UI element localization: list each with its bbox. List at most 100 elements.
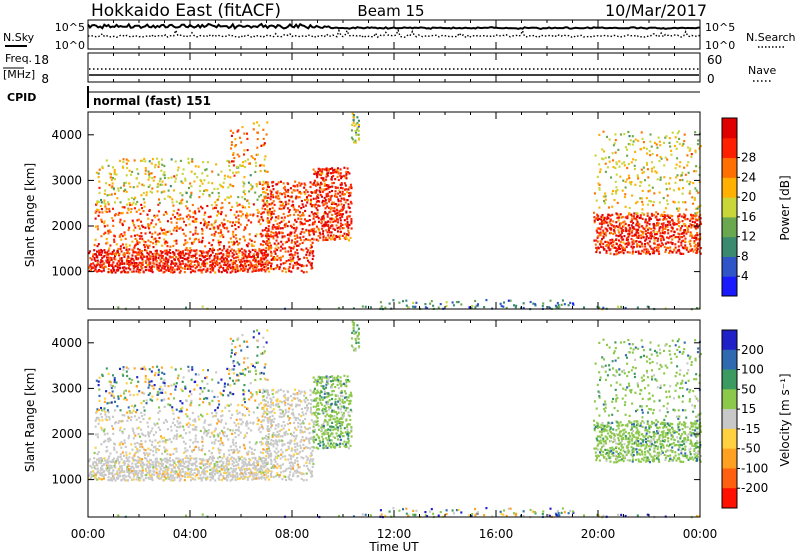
power-echo xyxy=(640,253,642,255)
power-echo xyxy=(337,176,339,178)
power-echo xyxy=(678,225,680,227)
power-echo xyxy=(210,254,212,256)
power-echo xyxy=(667,195,669,197)
power-echo xyxy=(694,221,696,223)
power-echo xyxy=(189,182,191,184)
power-echo xyxy=(613,144,615,146)
power-echo xyxy=(300,239,302,241)
power-echo xyxy=(145,173,147,175)
power-echo xyxy=(134,197,136,199)
power-echo xyxy=(676,141,678,143)
velocity-echo xyxy=(111,465,113,467)
power-echo xyxy=(607,166,609,168)
power-echo xyxy=(625,206,627,208)
power-echo xyxy=(605,195,607,197)
power-echo xyxy=(659,235,661,237)
power-echo xyxy=(276,240,278,242)
power-echo xyxy=(564,303,566,305)
power-echo xyxy=(171,176,173,178)
power-echo xyxy=(174,240,176,242)
power-echo xyxy=(120,245,122,247)
velocity-echo xyxy=(155,451,157,453)
power-echo xyxy=(299,196,301,198)
power-echo xyxy=(327,184,329,186)
velocity-echo xyxy=(137,381,139,383)
power-echo xyxy=(186,192,188,194)
power-echo xyxy=(114,258,116,260)
velocity-echo xyxy=(113,449,115,451)
velocity-echo xyxy=(172,464,174,466)
power-echo xyxy=(612,152,614,154)
velocity-echo xyxy=(122,414,124,416)
velocity-echo xyxy=(131,470,133,472)
power-echo xyxy=(219,224,221,226)
power-echo xyxy=(155,164,157,166)
power-echo xyxy=(262,200,264,202)
velocity-echo xyxy=(141,446,143,448)
power-echo xyxy=(334,169,336,171)
velocity-echo xyxy=(208,429,210,431)
power-echo xyxy=(277,242,279,244)
velocity-echo xyxy=(215,415,217,417)
power-echo xyxy=(513,304,515,306)
power-echo xyxy=(175,240,177,242)
power-echo xyxy=(335,220,337,222)
power-echo xyxy=(335,190,337,192)
power-echo xyxy=(186,264,188,266)
power-echo xyxy=(319,190,321,192)
power-echo xyxy=(615,152,617,154)
power-echo xyxy=(303,239,305,241)
power-echo xyxy=(646,152,648,154)
velocity-echo xyxy=(135,411,137,413)
power-echo xyxy=(656,172,658,174)
velocity-echo xyxy=(214,473,216,475)
power-echo xyxy=(618,214,620,216)
power-echo xyxy=(243,255,245,257)
power-echo xyxy=(164,174,166,176)
power-echo xyxy=(175,256,177,258)
power-echo xyxy=(633,243,635,245)
power-echo xyxy=(665,228,667,230)
velocity-echo xyxy=(149,453,151,455)
velocity-echo xyxy=(214,463,216,465)
power-echo xyxy=(259,261,261,263)
noise-tick-left-bottom: 10^0 xyxy=(55,39,85,52)
power-echo xyxy=(297,214,299,216)
velocity-echo xyxy=(128,472,130,474)
velocity-echo xyxy=(211,442,213,444)
power-echo xyxy=(167,231,169,233)
velocity-echo xyxy=(220,460,222,462)
power-echo xyxy=(325,199,327,201)
velocity-echo xyxy=(235,424,237,426)
power-echo xyxy=(131,204,133,206)
power-echo xyxy=(334,229,336,231)
power-echo xyxy=(180,160,182,162)
velocity-echo xyxy=(167,439,169,441)
velocity-echo xyxy=(200,430,202,432)
power-echo xyxy=(347,199,349,201)
power-echo xyxy=(653,192,655,194)
power-echo xyxy=(121,271,123,273)
power-echo xyxy=(229,266,231,268)
power-echo xyxy=(660,177,662,179)
power-echo xyxy=(106,194,108,196)
power-echo xyxy=(136,168,138,170)
power-echo xyxy=(176,227,178,229)
velocity-echo xyxy=(151,441,153,443)
power-echo xyxy=(660,238,662,240)
power-echo xyxy=(239,238,241,240)
power-echo xyxy=(327,239,329,241)
velocity-echo xyxy=(136,448,138,450)
power-echo xyxy=(206,258,208,260)
velocity-echo xyxy=(107,479,109,481)
power-echo xyxy=(277,195,279,197)
power-echo xyxy=(193,241,195,243)
power-echo xyxy=(672,220,674,222)
power-echo xyxy=(632,240,634,242)
power-echo xyxy=(685,174,687,176)
power-echo xyxy=(658,222,660,224)
power-echo xyxy=(666,200,668,202)
power-scatter xyxy=(88,113,702,311)
power-echo xyxy=(594,192,596,194)
power-echo xyxy=(221,260,223,262)
